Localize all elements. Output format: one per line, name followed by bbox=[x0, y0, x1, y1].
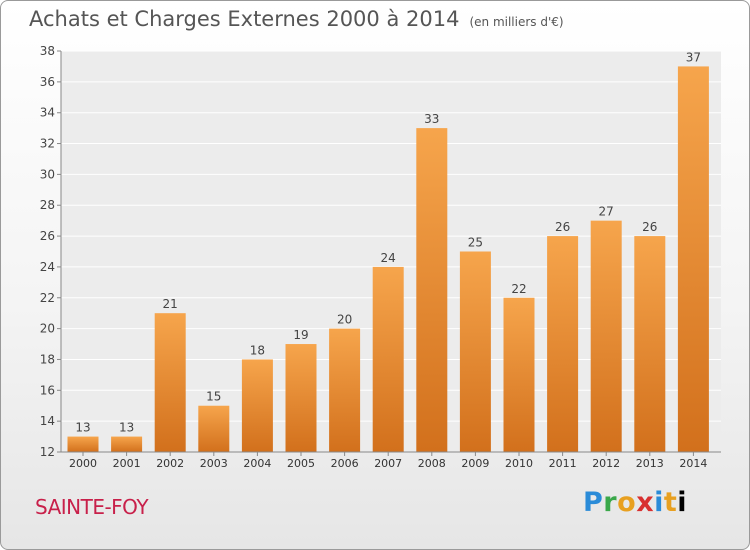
data-label: 21 bbox=[163, 297, 178, 311]
y-tick-label: 24 bbox=[40, 260, 55, 274]
bar bbox=[241, 359, 273, 452]
bar bbox=[329, 328, 361, 452]
data-label: 19 bbox=[293, 328, 308, 342]
data-label: 27 bbox=[599, 205, 614, 219]
bar bbox=[416, 128, 448, 452]
brand-letter: x bbox=[636, 487, 655, 518]
brand-letter: i bbox=[677, 487, 688, 518]
x-tick-label: 2001 bbox=[113, 457, 141, 470]
x-tick-label: 2010 bbox=[505, 457, 533, 470]
y-tick-label: 26 bbox=[40, 229, 55, 243]
y-tick-label: 14 bbox=[40, 414, 55, 428]
data-label: 26 bbox=[555, 220, 570, 234]
data-label: 24 bbox=[381, 251, 396, 265]
brand-logo: Proxiti bbox=[583, 487, 687, 518]
bar bbox=[547, 236, 579, 452]
data-label: 22 bbox=[511, 282, 526, 296]
bar bbox=[634, 236, 666, 452]
bar bbox=[285, 344, 317, 452]
bar bbox=[111, 436, 143, 452]
bar bbox=[372, 266, 404, 452]
chart-subtitle: (en milliers d'€) bbox=[469, 15, 564, 29]
x-tick-label: 2012 bbox=[592, 457, 620, 470]
y-tick-label: 18 bbox=[40, 352, 55, 366]
bar bbox=[459, 251, 491, 452]
chart-title: Achats et Charges Externes 2000 à 2014 (e… bbox=[29, 7, 564, 31]
y-tick-label: 22 bbox=[40, 291, 55, 305]
x-tick-label: 2007 bbox=[374, 457, 402, 470]
y-tick-label: 34 bbox=[40, 106, 55, 120]
brand-letter: i bbox=[654, 487, 664, 518]
data-label: 13 bbox=[119, 421, 134, 435]
commune-name: SAINTE-FOY bbox=[35, 495, 149, 519]
x-tick-label: 2014 bbox=[679, 457, 707, 470]
y-tick-label: 38 bbox=[40, 44, 55, 58]
data-label: 20 bbox=[337, 313, 352, 327]
bar bbox=[677, 66, 709, 452]
x-tick-label: 2006 bbox=[331, 457, 359, 470]
brand-letter: r bbox=[603, 487, 618, 518]
bar bbox=[67, 436, 99, 452]
chart-title-text: Achats et Charges Externes 2000 à 2014 bbox=[29, 7, 460, 31]
x-tick-label: 2005 bbox=[287, 457, 315, 470]
y-tick-label: 36 bbox=[40, 75, 55, 89]
data-label: 13 bbox=[75, 421, 90, 435]
brand-letter: t bbox=[663, 487, 678, 518]
x-tick-label: 2009 bbox=[461, 457, 489, 470]
x-tick-label: 2013 bbox=[636, 457, 664, 470]
x-tick-label: 2011 bbox=[549, 457, 577, 470]
y-tick-label: 12 bbox=[40, 445, 55, 459]
y-tick-label: 30 bbox=[40, 167, 55, 181]
bar bbox=[198, 405, 230, 452]
bar bbox=[154, 313, 186, 452]
x-tick-label: 2004 bbox=[243, 457, 271, 470]
bar bbox=[590, 220, 622, 452]
data-label: 26 bbox=[642, 220, 657, 234]
x-tick-label: 2003 bbox=[200, 457, 228, 470]
data-label: 15 bbox=[206, 390, 221, 404]
x-tick-label: 2008 bbox=[418, 457, 446, 470]
x-tick-label: 2002 bbox=[156, 457, 184, 470]
data-label: 33 bbox=[424, 112, 439, 126]
y-tick-label: 20 bbox=[40, 322, 55, 336]
data-label: 18 bbox=[250, 343, 265, 357]
y-tick-label: 32 bbox=[40, 137, 55, 151]
brand-letter: o bbox=[617, 487, 637, 518]
y-tick-label: 28 bbox=[40, 198, 55, 212]
x-tick-label: 2000 bbox=[69, 457, 97, 470]
brand-letter: P bbox=[583, 487, 604, 518]
y-tick-label: 16 bbox=[40, 383, 55, 397]
bar bbox=[503, 297, 535, 452]
data-label: 37 bbox=[686, 50, 701, 64]
data-label: 25 bbox=[468, 236, 483, 250]
